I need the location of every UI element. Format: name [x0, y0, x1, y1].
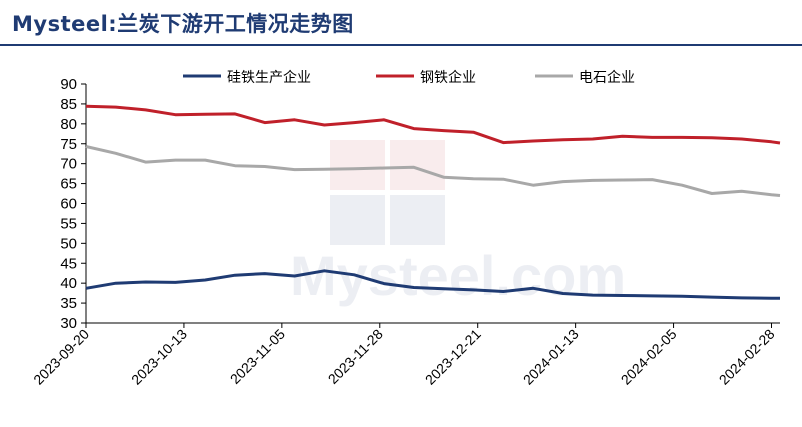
- series-line: [85, 269, 780, 300]
- title-divider: [0, 44, 802, 46]
- x-tick-label: 2023-11-05: [227, 326, 288, 387]
- watermark-text: Mysteel.com: [290, 244, 626, 307]
- x-tick-label: 2023-11-28: [325, 326, 386, 387]
- x-tick-label: 2023-09-20: [30, 326, 92, 388]
- y-tick-label: 55: [60, 215, 77, 232]
- series-line: [85, 145, 781, 197]
- x-tick-label: 2023-12-21: [422, 326, 484, 388]
- y-tick-label: 85: [60, 96, 77, 113]
- y-tick-label: 80: [60, 116, 77, 133]
- mysteel-watermark: Mysteel.com: [290, 140, 626, 307]
- chart-title: Mysteel:兰炭下游开工情况走势图: [12, 12, 354, 36]
- x-axis: 2023-09-20 2023-10-13 2023-11-05 2023-11-28…: [30, 322, 780, 388]
- y-tick-label: 35: [60, 295, 77, 312]
- x-tick-label: 2023-10-13: [128, 326, 190, 388]
- y-tick-label: 50: [60, 235, 77, 252]
- y-axis: 30 35 40 45 50 55 60 65 70 75 80 85 90: [60, 76, 87, 332]
- x-tick-label: 2024-02-05: [618, 326, 680, 388]
- legend-label: 钢铁企业: [420, 69, 476, 86]
- series-lines: [85, 104, 781, 300]
- y-tick-label: 45: [60, 255, 77, 272]
- series-line: [85, 104, 781, 145]
- y-tick-label: 30: [60, 315, 77, 332]
- y-tick-label: 60: [60, 196, 77, 213]
- legend-label: 硅铁生产企业: [227, 69, 311, 86]
- legend-label: 电石企业: [579, 69, 635, 86]
- legend: 硅铁生产企业 钢铁企业 电石企业: [183, 69, 635, 86]
- x-tick-label: 2024-02-28: [716, 326, 778, 388]
- y-tick-label: 90: [60, 76, 77, 93]
- y-tick-label: 75: [60, 136, 77, 153]
- x-tick-label: 2024-01-13: [520, 326, 582, 388]
- y-tick-label: 40: [60, 275, 77, 292]
- y-tick-label: 65: [60, 176, 77, 193]
- y-tick-label: 70: [60, 156, 77, 173]
